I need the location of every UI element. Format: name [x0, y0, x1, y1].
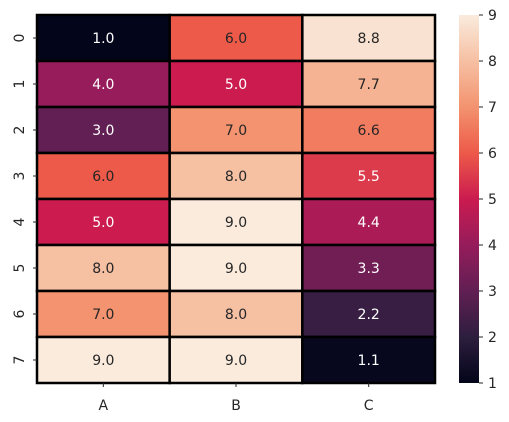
cell-value-label: 1.1	[358, 353, 380, 369]
heatmap-cell	[35, 335, 171, 385]
y-tick-label: 4	[12, 217, 28, 226]
heatmap-cell	[301, 243, 437, 293]
cell-value-label: 7.7	[358, 77, 380, 93]
y-tick-label: 2	[12, 126, 28, 135]
heatmap-cell	[168, 197, 304, 247]
colorbar: 1 2 3 4 5 6 7 8 9	[459, 8, 497, 392]
colorbar-tick-label: 6	[488, 146, 497, 162]
heatmap-cell	[301, 335, 437, 385]
cell-value-label: 7.0	[92, 307, 114, 323]
heatmap-cell	[301, 59, 437, 109]
heatmap-cell	[301, 151, 437, 201]
cell-value-label: 5.5	[358, 169, 380, 185]
y-tick-label: 7	[12, 356, 28, 365]
heatmap-cell	[168, 105, 304, 155]
cell-value-label: 8.0	[225, 307, 247, 323]
colorbar-tick-label: 4	[488, 238, 497, 254]
cell-value-label: 4.4	[358, 215, 380, 231]
cell-value-label: 3.0	[92, 123, 114, 139]
cell-value-label: 8.0	[92, 261, 114, 277]
colorbar-tick-label: 5	[488, 192, 497, 208]
cell-value-label: 4.0	[92, 77, 114, 93]
colorbar-tick-label: 9	[488, 8, 497, 24]
cell-value-label: 9.0	[225, 261, 247, 277]
y-tick-label: 0	[12, 34, 28, 43]
colorbar-gradient	[459, 15, 479, 383]
x-tick-label: C	[364, 398, 374, 414]
heatmap-cell	[168, 289, 304, 339]
y-tick-label: 6	[12, 309, 28, 318]
y-tick-label: 3	[12, 172, 28, 181]
colorbar-tick-label: 2	[488, 330, 497, 346]
y-tick-label: 1	[12, 80, 28, 89]
cell-value-label: 6.0	[225, 31, 247, 47]
heatmap-cell	[168, 243, 304, 293]
cell-value-label: 8.0	[225, 169, 247, 185]
heatmap-cell	[35, 289, 171, 339]
cell-value-label: 8.8	[358, 31, 380, 47]
cell-value-label: 5.0	[225, 77, 247, 93]
cell-value-label: 3.3	[358, 261, 380, 277]
x-axis-tick-labels: A B C	[99, 383, 374, 414]
cell-value-label: 5.0	[92, 215, 114, 231]
colorbar-tick-labels: 1 2 3 4 5 6 7 8 9	[479, 8, 497, 392]
cell-value-label: 9.0	[225, 353, 247, 369]
cell-value-label: 2.2	[358, 307, 380, 323]
cell-value-label: 9.0	[92, 353, 114, 369]
cell-value-label: 6.0	[92, 169, 114, 185]
y-axis-tick-labels: 0 1 2 3 4 5 6 7	[12, 34, 37, 365]
colorbar-tick-label: 3	[488, 284, 497, 300]
cell-value-label: 9.0	[225, 215, 247, 231]
heatmap-cell	[168, 335, 304, 385]
x-tick-label: B	[231, 398, 241, 414]
colorbar-tick-label: 8	[488, 54, 497, 70]
cell-value-label: 7.0	[225, 123, 247, 139]
x-tick-label: A	[99, 398, 109, 414]
colorbar-tick-label: 1	[488, 376, 497, 392]
y-tick-label: 5	[12, 264, 28, 273]
heatmap-cells: 1.0 6.0 8.8 4.0 5.0 7.7 3.0 7.0 6.6 6.0 8.0 5.5 5.0 9…	[35, 13, 437, 385]
cell-value-label: 6.6	[358, 123, 380, 139]
colorbar-tick-label: 7	[488, 100, 497, 116]
heatmap-cell	[301, 289, 437, 339]
cell-value-label: 1.0	[92, 31, 114, 47]
